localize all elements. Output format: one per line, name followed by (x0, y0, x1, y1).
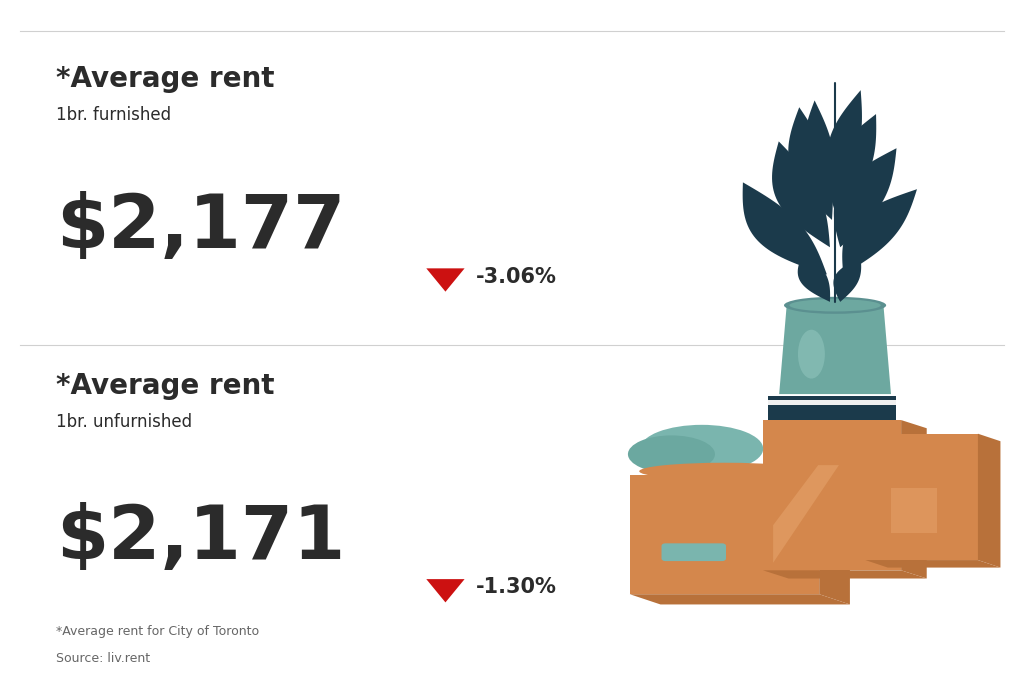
Polygon shape (805, 100, 835, 199)
FancyBboxPatch shape (662, 544, 726, 561)
Polygon shape (834, 257, 861, 302)
Polygon shape (742, 182, 827, 275)
Text: -1.30%: -1.30% (476, 577, 557, 598)
Ellipse shape (639, 463, 810, 479)
Polygon shape (819, 475, 850, 604)
Text: *Average rent: *Average rent (56, 65, 274, 93)
Polygon shape (426, 268, 465, 292)
Bar (891, 488, 937, 533)
Text: Source: liv.rent: Source: liv.rent (56, 652, 151, 665)
Text: $2,171: $2,171 (56, 502, 345, 575)
Text: -3.06%: -3.06% (476, 266, 557, 287)
Polygon shape (865, 560, 1000, 568)
Polygon shape (834, 148, 897, 247)
Polygon shape (827, 90, 862, 199)
Polygon shape (630, 594, 850, 604)
Ellipse shape (798, 330, 825, 378)
Polygon shape (901, 420, 927, 579)
Ellipse shape (628, 436, 715, 473)
Polygon shape (978, 434, 1000, 568)
Bar (630, 475, 819, 594)
Text: $2,177: $2,177 (56, 191, 346, 264)
Polygon shape (773, 465, 839, 563)
Bar (865, 434, 978, 560)
Text: *Average rent: *Average rent (56, 372, 274, 400)
Bar (768, 396, 896, 400)
Text: *Average rent for City of Toronto: *Average rent for City of Toronto (56, 625, 259, 638)
Bar (768, 400, 896, 405)
Bar (763, 420, 901, 570)
Ellipse shape (784, 296, 886, 314)
Text: 1br. unfurnished: 1br. unfurnished (56, 413, 193, 431)
Ellipse shape (790, 299, 881, 311)
Bar (768, 405, 896, 420)
Polygon shape (772, 141, 829, 247)
Polygon shape (426, 579, 465, 602)
Ellipse shape (640, 425, 763, 473)
Polygon shape (779, 305, 891, 394)
Polygon shape (842, 189, 918, 275)
Polygon shape (763, 570, 927, 579)
Polygon shape (828, 114, 877, 220)
Polygon shape (798, 251, 830, 302)
Polygon shape (788, 107, 833, 220)
Text: 1br. furnished: 1br. furnished (56, 106, 171, 124)
